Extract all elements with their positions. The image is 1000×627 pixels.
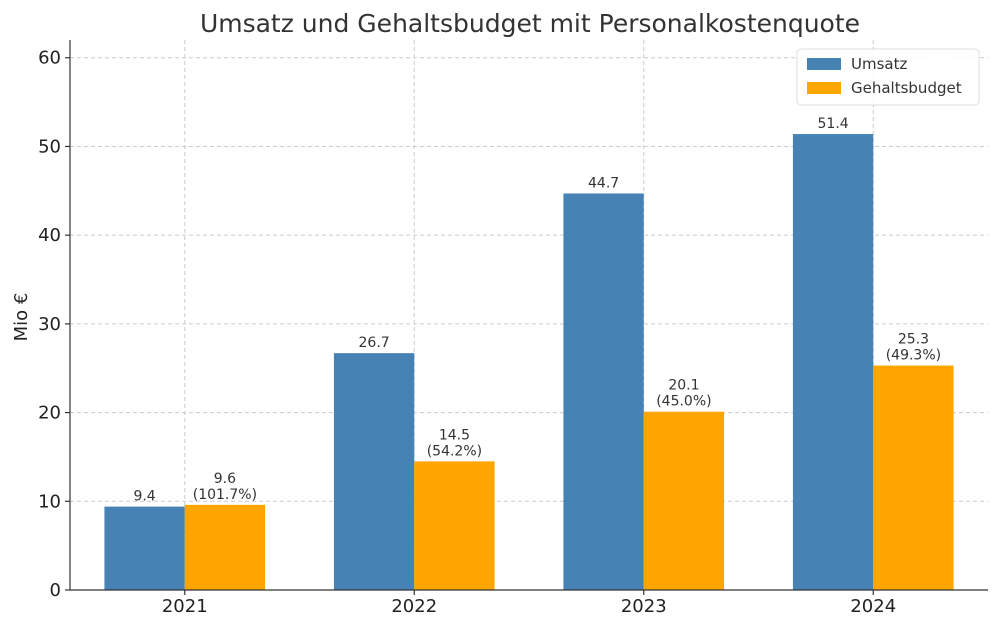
y-tick-label: 30	[38, 314, 61, 335]
data-label: 51.4	[818, 116, 849, 132]
data-label: (101.7%)	[193, 487, 257, 503]
legend-label-gehaltsbudget: Gehaltsbudget	[851, 79, 962, 97]
y-tick-label: 50	[38, 136, 61, 157]
data-label: (45.0%)	[656, 394, 711, 410]
bar-umsatz-2021	[104, 506, 185, 590]
legend-box	[796, 48, 980, 106]
x-tick-label: 2024	[850, 596, 896, 617]
data-label: 44.7	[588, 175, 619, 191]
bar-umsatz-2024	[792, 134, 874, 590]
y-tick-label: 60	[38, 48, 61, 69]
data-label: 9.6	[214, 471, 236, 487]
data-label: (49.3%)	[886, 348, 941, 364]
bar-gehaltsbudget-2024	[873, 365, 954, 590]
data-label: 20.1	[668, 378, 699, 394]
y-tick-label: 20	[38, 403, 61, 424]
bar-umsatz-2023	[563, 193, 644, 590]
x-tick-label: 2021	[162, 596, 208, 617]
legend: Umsatz Gehaltsbudget	[796, 48, 980, 106]
data-label: 25.3	[898, 332, 929, 348]
bar-umsatz-2022	[333, 353, 415, 590]
data-label: 14.5	[439, 427, 470, 443]
legend-label-umsatz: Umsatz	[851, 55, 907, 73]
y-tick-label: 10	[38, 491, 61, 512]
x-tick-label: 2022	[391, 596, 437, 617]
bar-gehaltsbudget-2022	[414, 461, 495, 590]
y-tick-label: 40	[38, 225, 61, 246]
legend-swatch-umsatz	[807, 58, 841, 70]
data-label: 9.4	[133, 489, 155, 505]
chart-title: Umsatz und Gehaltsbudget mit Personalkos…	[200, 9, 860, 38]
y-axis-label: Mio €	[11, 293, 32, 342]
y-tick-label: 0	[50, 580, 61, 601]
x-tick-label: 2023	[621, 596, 667, 617]
bar-gehaltsbudget-2023	[643, 411, 725, 590]
legend-swatch-gehaltsbudget	[807, 82, 841, 94]
bar-gehaltsbudget-2021	[184, 504, 266, 590]
data-label: (54.2%)	[427, 443, 482, 459]
data-label: 26.7	[359, 335, 390, 351]
